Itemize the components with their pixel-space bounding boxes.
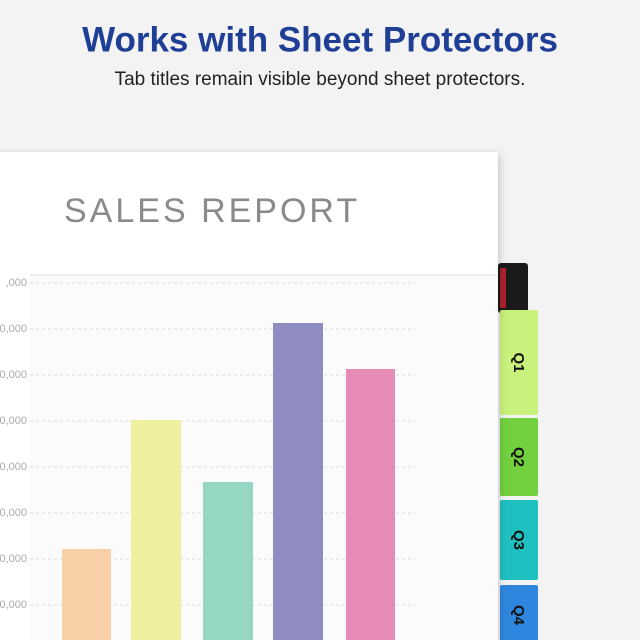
tick-label: 0,000 xyxy=(0,553,27,565)
tick-label: 0,000 xyxy=(0,415,27,427)
tick-label: 0,000 xyxy=(0,369,27,381)
tabs: Q1 Q2 Q3 Q4 xyxy=(500,310,538,640)
bar xyxy=(131,420,181,640)
tab-label: Q3 xyxy=(510,530,527,550)
tab-label: Q4 xyxy=(510,605,527,626)
bar xyxy=(346,369,395,640)
bar xyxy=(203,482,253,640)
tick-label: 0,000 xyxy=(0,507,27,519)
tick-label: 0,000 xyxy=(0,461,27,473)
tick-label: 0,000 xyxy=(0,599,27,611)
tab-label: Q1 xyxy=(510,352,527,372)
bar xyxy=(273,323,323,640)
tab xyxy=(500,310,538,415)
tab-label: Q2 xyxy=(510,447,527,467)
tab xyxy=(500,585,538,640)
subtitle: Tab titles remain visible beyond sheet p… xyxy=(115,69,526,90)
tick-label: ,000 xyxy=(6,277,27,289)
divider-edge xyxy=(500,268,506,308)
tab xyxy=(500,500,538,580)
sheet-title: SALES REPORT xyxy=(64,192,360,230)
title: Works with Sheet Protectors xyxy=(82,20,558,59)
tick-label: 0,000 xyxy=(0,323,27,335)
bar xyxy=(62,549,111,640)
tab xyxy=(500,418,538,496)
